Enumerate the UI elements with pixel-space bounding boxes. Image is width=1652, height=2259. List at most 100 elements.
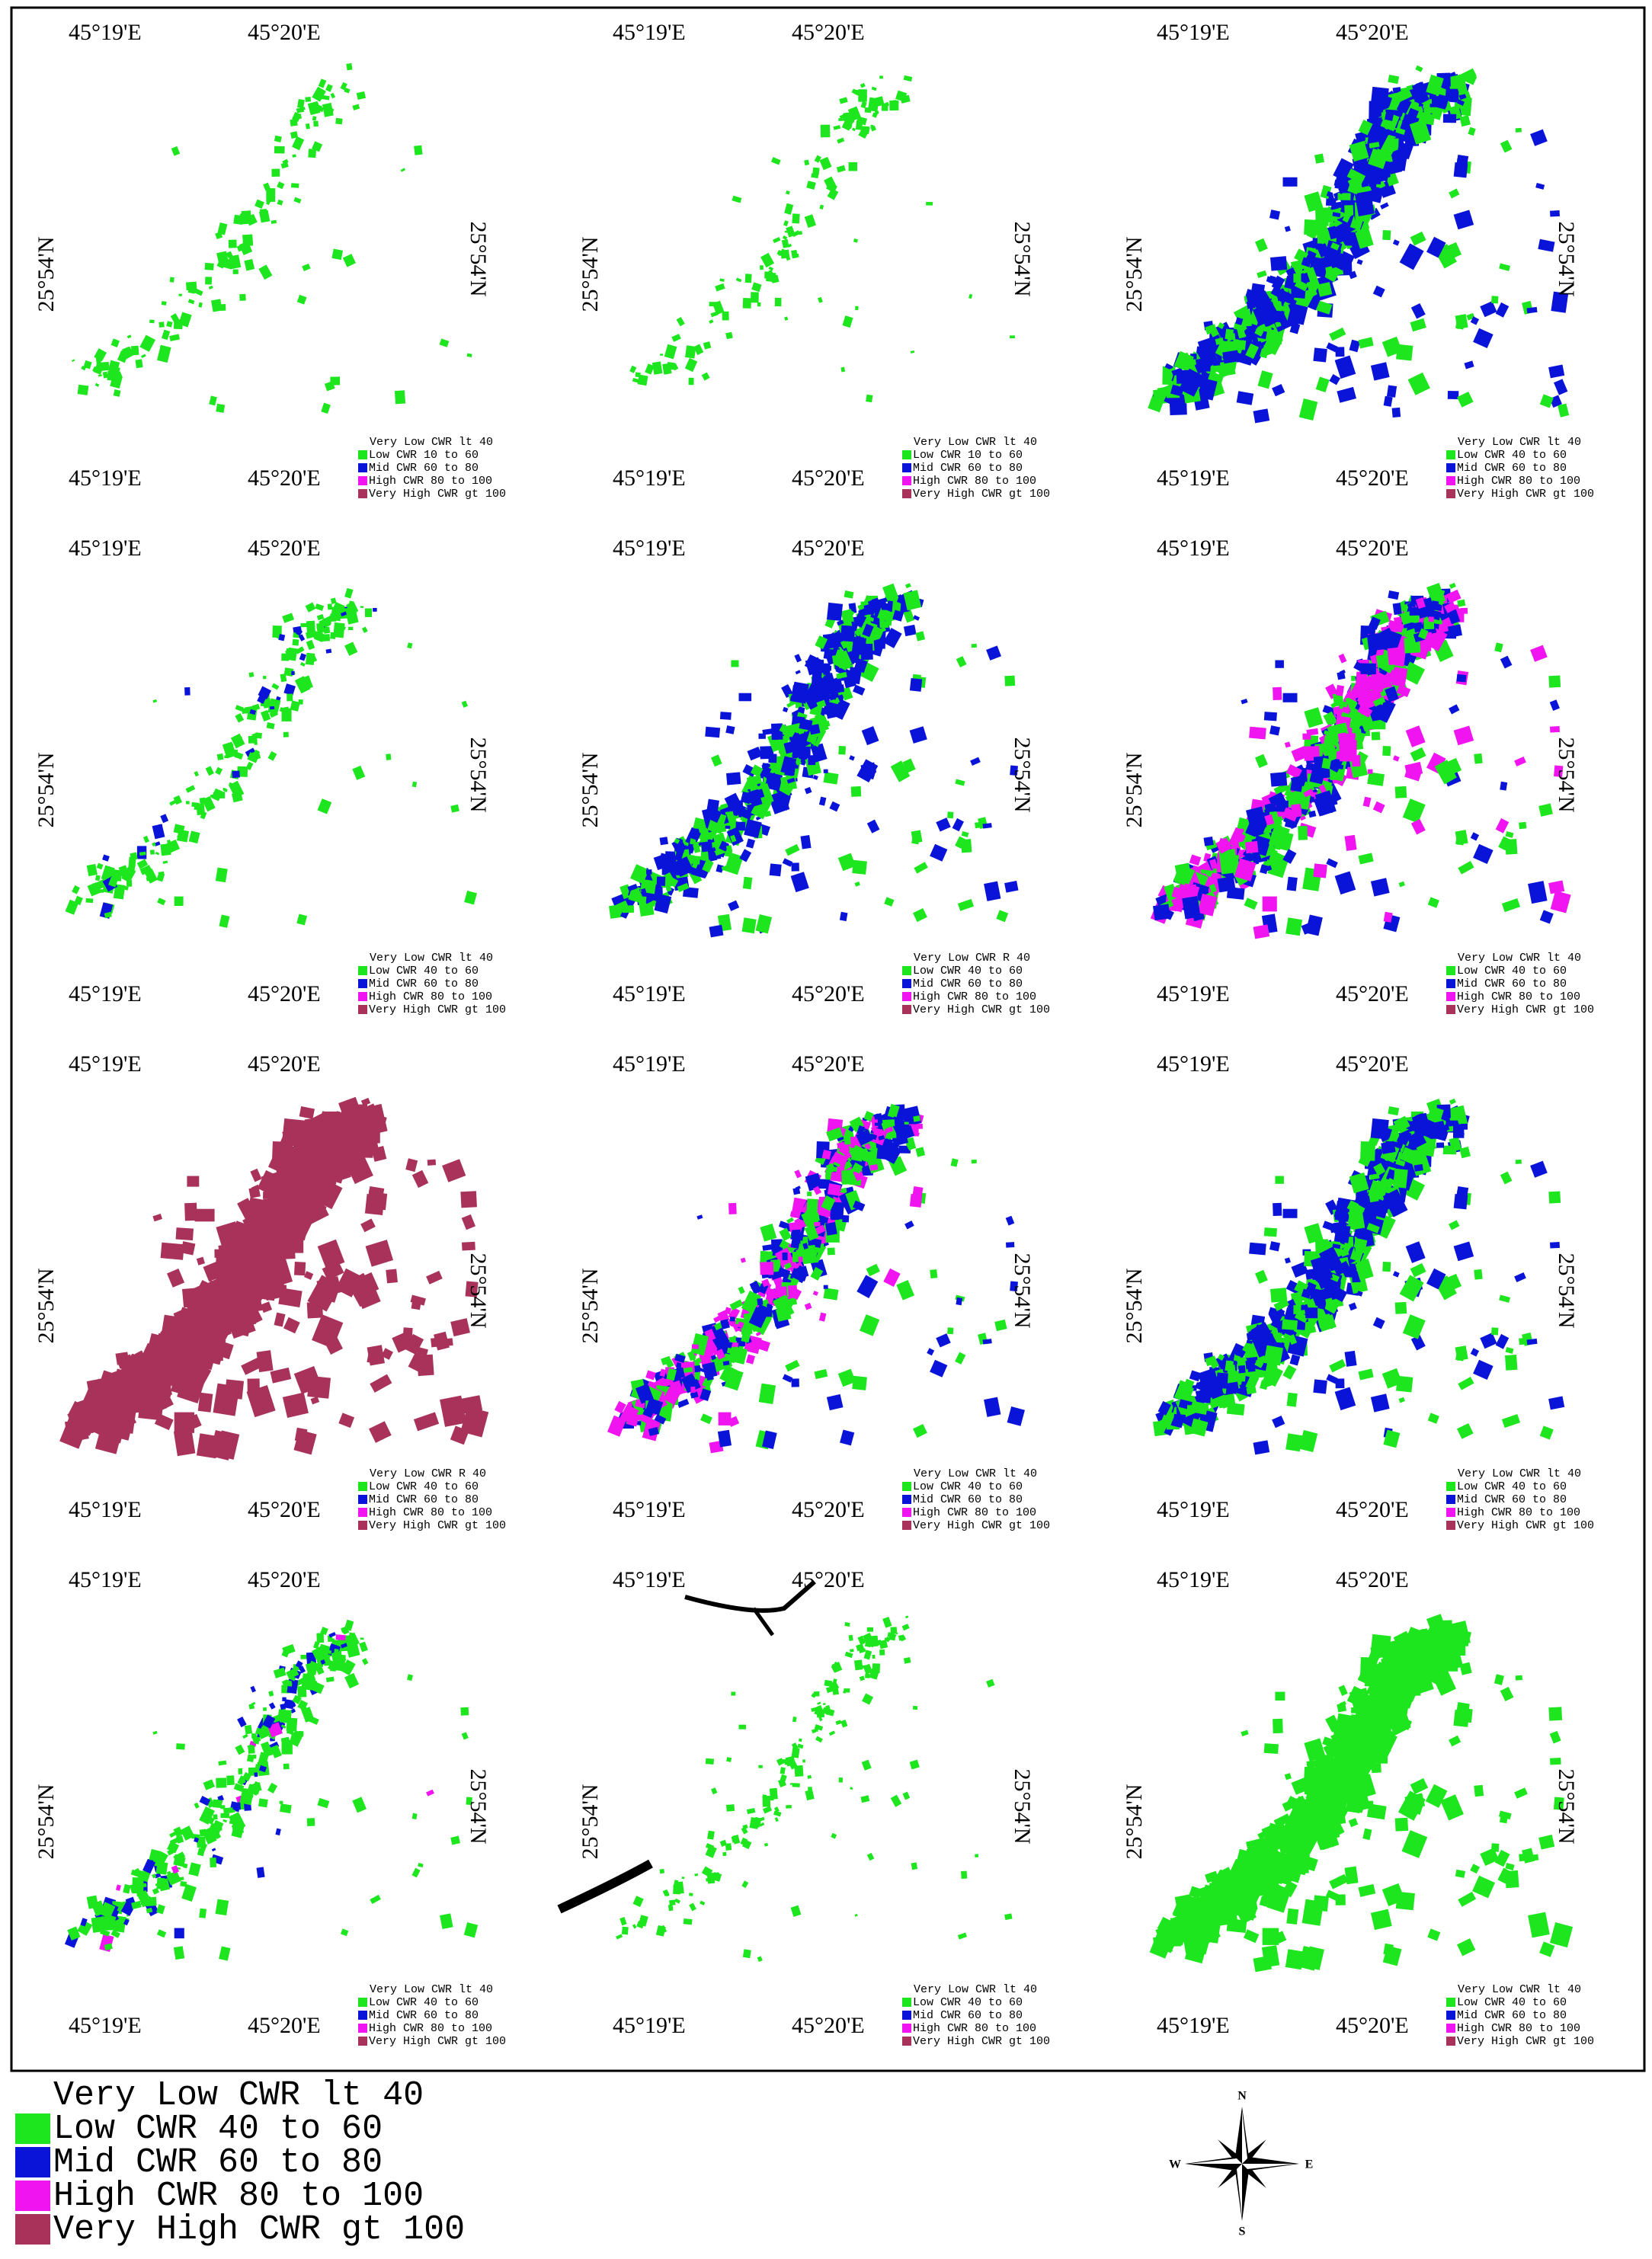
land-patch: [1505, 1347, 1514, 1354]
land-patch: [1286, 1392, 1298, 1407]
land-patch: [1305, 1307, 1318, 1319]
land-patch: [282, 1392, 309, 1418]
land-patch: [159, 345, 164, 350]
land-patch: [1383, 395, 1393, 407]
land-patch: [912, 1186, 924, 1199]
land-patch: [461, 1214, 476, 1230]
land-patch: [691, 1344, 700, 1349]
land-patch: [113, 389, 121, 397]
land-patch: [1550, 1242, 1560, 1249]
land-patch: [1273, 686, 1282, 700]
land-patch: [1253, 1440, 1270, 1455]
land-patch: [1455, 155, 1469, 170]
land-patch: [450, 804, 459, 813]
lat-label: 25°54'N: [578, 752, 603, 827]
land-patch: [321, 94, 330, 101]
land-patch: [1470, 832, 1480, 841]
land-patch: [747, 747, 763, 761]
land-patch: [1410, 318, 1426, 332]
lat-label: 25°54'N: [466, 737, 491, 812]
lon-label: 45°19'E: [1157, 536, 1230, 561]
legend-label: High CWR 80 to 100: [369, 990, 492, 1003]
land-patch: [785, 843, 800, 856]
lat-label: 25°54'N: [466, 221, 491, 296]
legend-label: Very Low CWR lt 40: [914, 436, 1037, 449]
land-patch: [728, 1202, 737, 1214]
land-patch: [677, 1398, 690, 1408]
land-patch: [160, 814, 169, 824]
land-patch: [1263, 1345, 1283, 1366]
land-patch: [1222, 350, 1240, 364]
land-patch: [139, 1370, 155, 1384]
land-patch: [853, 684, 866, 696]
land-patch: [277, 199, 283, 206]
land-patch: [827, 1247, 835, 1256]
legend-label: Very High CWR gt 100: [369, 1519, 506, 1532]
land-patch: [1495, 818, 1510, 834]
land-patch: [271, 683, 280, 690]
land-patch: [652, 361, 663, 375]
land-patch: [886, 619, 892, 626]
land-patch: [914, 862, 928, 874]
land-patch: [1371, 731, 1381, 741]
lon-label: 45°20'E: [792, 981, 865, 1006]
land-patch: [784, 316, 789, 321]
land-patch: [194, 288, 203, 296]
land-patch: [1554, 379, 1568, 395]
land-patch: [840, 625, 856, 642]
land-patch: [930, 1359, 948, 1377]
land-patch: [1386, 385, 1397, 398]
land-patch: [1526, 306, 1538, 314]
land-patch: [359, 1139, 380, 1158]
land-patch: [360, 1218, 376, 1233]
compass-w: W: [1169, 2158, 1181, 2171]
land-patch: [1237, 327, 1246, 339]
land-patch: [827, 188, 839, 200]
land-patch: [814, 1368, 828, 1380]
land-patch: [226, 1775, 235, 1786]
land-patch: [1304, 219, 1319, 235]
land-patch: [299, 661, 306, 667]
land-patch: [725, 725, 735, 734]
land-patch: [1269, 1241, 1281, 1252]
legend-label: Very High CWR gt 100: [1457, 1003, 1594, 1016]
land-patch: [319, 632, 323, 635]
land-patch: [782, 858, 793, 867]
land-patch: [804, 1302, 812, 1310]
land-patch: [1284, 1257, 1291, 1264]
land-patch: [1228, 854, 1240, 865]
land-patch: [793, 253, 799, 258]
land-patch: [1269, 210, 1281, 220]
land-patch: [1442, 1145, 1457, 1155]
land-patch: [205, 277, 213, 285]
legend-label: Very Low CWR lt 40: [914, 1467, 1037, 1480]
land-patch: [783, 706, 789, 713]
legend-label: Low CWR 40 to 60: [369, 1480, 479, 1493]
land-patch: [348, 600, 353, 606]
land-patch: [464, 891, 477, 905]
lon-label: 45°19'E: [69, 1051, 142, 1077]
land-patch: [1387, 647, 1404, 665]
land-patch: [287, 693, 293, 702]
land-patch: [182, 1287, 206, 1308]
land-patch: [1327, 224, 1343, 240]
land-patch: [369, 1421, 392, 1443]
land-patch: [1392, 1168, 1408, 1189]
land-patch: [316, 622, 325, 633]
land-patch: [178, 293, 182, 296]
land-patch: [1530, 645, 1548, 662]
land-patch: [100, 361, 110, 371]
land-patch: [1370, 878, 1390, 897]
land-patch: [317, 1239, 345, 1270]
land-patch: [1388, 590, 1400, 600]
land-patch: [232, 1802, 241, 1810]
land-patch: [1427, 1413, 1439, 1424]
land-patch: [637, 374, 648, 386]
land-patch: [842, 315, 853, 328]
land-patch: [823, 769, 828, 773]
land-patch: [340, 82, 347, 91]
land-patch: [277, 181, 285, 190]
land-patch: [786, 256, 791, 261]
land-patch: [693, 344, 704, 356]
